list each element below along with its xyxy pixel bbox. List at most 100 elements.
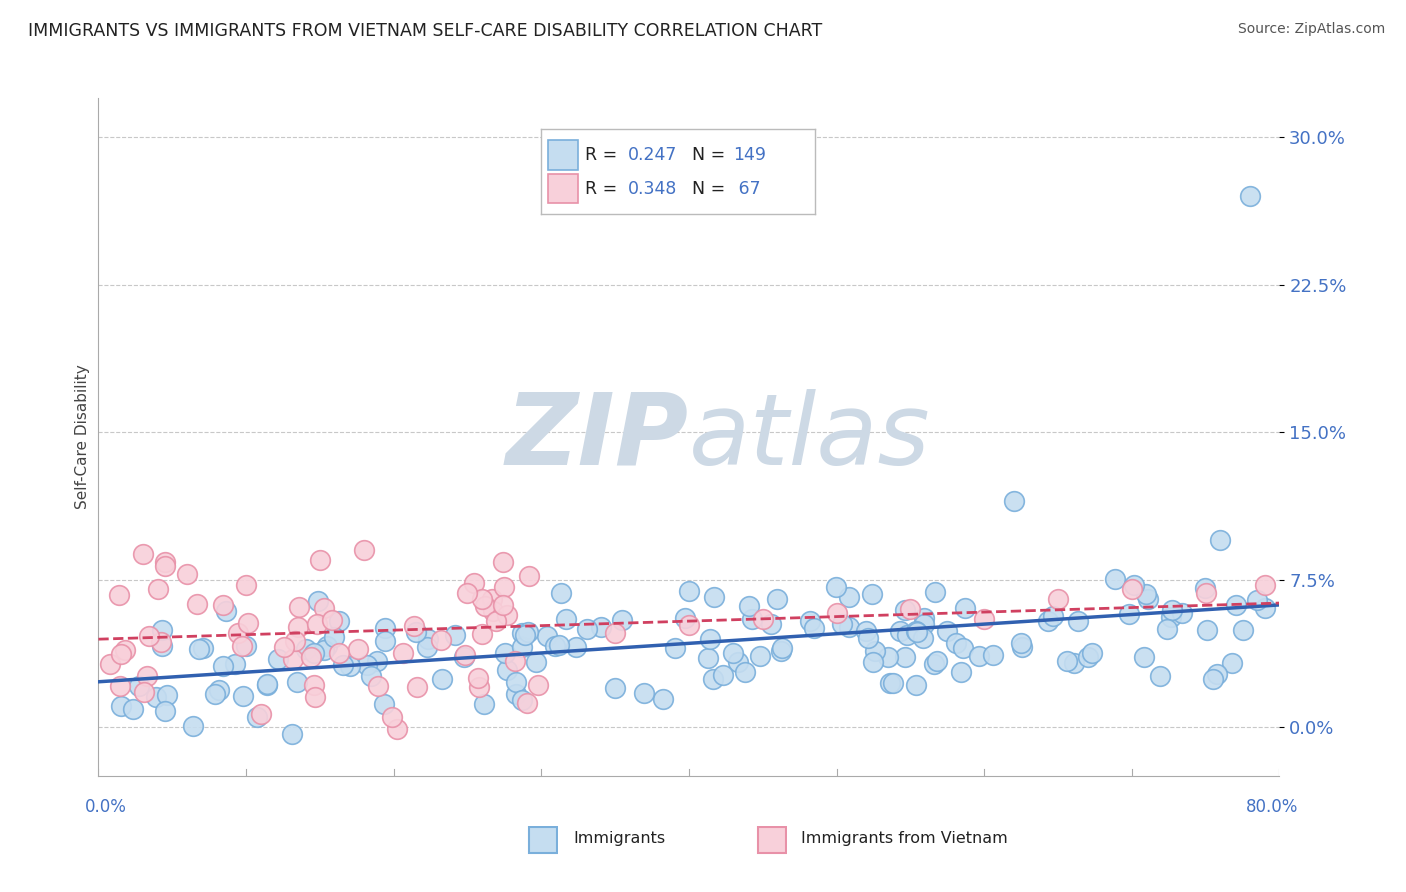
Point xyxy=(246,710,269,724)
Point xyxy=(1156,622,1178,636)
Point xyxy=(467,671,489,685)
Point xyxy=(128,679,150,693)
Point xyxy=(494,580,516,594)
Point xyxy=(862,655,884,669)
Point xyxy=(1056,654,1078,668)
Point xyxy=(512,626,534,640)
Point xyxy=(474,698,496,712)
Point xyxy=(287,675,309,690)
Point xyxy=(904,624,927,638)
Point xyxy=(879,676,901,690)
Point xyxy=(905,678,928,692)
Point xyxy=(392,646,415,660)
Point xyxy=(1232,623,1254,637)
Point xyxy=(136,669,159,683)
Point xyxy=(110,698,132,713)
Point xyxy=(467,681,489,695)
FancyBboxPatch shape xyxy=(548,140,578,169)
Point xyxy=(752,612,775,626)
Text: 149: 149 xyxy=(734,145,766,164)
Y-axis label: Self-Care Disability: Self-Care Disability xyxy=(75,365,90,509)
Point xyxy=(402,619,425,633)
Point xyxy=(1135,587,1157,601)
Point xyxy=(304,690,326,704)
Point xyxy=(925,654,948,668)
Point xyxy=(266,652,288,666)
Point xyxy=(432,672,454,686)
FancyBboxPatch shape xyxy=(758,828,786,853)
Point xyxy=(765,592,787,607)
Point xyxy=(226,625,249,640)
Point xyxy=(474,599,496,613)
Point xyxy=(430,633,453,648)
Point xyxy=(215,603,238,617)
Point xyxy=(1121,582,1143,597)
Point xyxy=(1170,606,1192,620)
Point xyxy=(176,566,198,581)
Point xyxy=(98,657,121,671)
Point xyxy=(900,602,922,616)
Point xyxy=(678,583,700,598)
Point xyxy=(973,612,995,626)
Text: N =: N = xyxy=(692,145,731,164)
Point xyxy=(381,709,404,723)
Point xyxy=(471,592,494,607)
Point xyxy=(515,628,537,642)
Text: Immigrants from Vietnam: Immigrants from Vietnam xyxy=(801,831,1008,846)
Point xyxy=(1042,609,1064,624)
Point xyxy=(894,603,917,617)
Point xyxy=(896,628,918,642)
Point xyxy=(312,642,335,657)
Point xyxy=(1195,623,1218,637)
Point xyxy=(149,635,172,649)
Point xyxy=(894,650,917,665)
Point xyxy=(110,679,132,693)
Point xyxy=(749,649,772,664)
Point xyxy=(463,576,485,591)
Point xyxy=(366,654,388,668)
Text: Source: ZipAtlas.com: Source: ZipAtlas.com xyxy=(1237,22,1385,37)
Point xyxy=(416,632,439,647)
Point xyxy=(232,689,254,703)
Point xyxy=(610,613,633,627)
Point xyxy=(367,679,389,693)
Point xyxy=(416,640,439,654)
Point xyxy=(1118,607,1140,621)
Point xyxy=(860,586,883,600)
Point xyxy=(193,640,215,655)
Point xyxy=(328,614,350,628)
Point xyxy=(699,632,721,647)
Point xyxy=(374,634,396,648)
Point xyxy=(652,691,675,706)
Point xyxy=(1239,189,1261,203)
Point xyxy=(309,553,332,567)
Point xyxy=(1104,572,1126,586)
Point xyxy=(256,676,278,690)
Point xyxy=(256,678,278,692)
Point xyxy=(287,620,309,634)
Point xyxy=(482,604,505,618)
Text: 80.0%: 80.0% xyxy=(1246,798,1299,816)
Point xyxy=(936,624,959,638)
Point xyxy=(235,578,257,592)
Point xyxy=(831,616,853,631)
Point xyxy=(443,628,465,642)
Point xyxy=(713,668,735,682)
Point xyxy=(132,547,155,561)
Point xyxy=(769,644,792,658)
Point xyxy=(373,697,395,711)
Point xyxy=(633,686,655,700)
FancyBboxPatch shape xyxy=(548,174,578,203)
Point xyxy=(952,640,974,655)
Point xyxy=(1133,650,1156,665)
Point xyxy=(153,555,176,569)
Point xyxy=(208,683,231,698)
Point xyxy=(510,640,533,654)
Point xyxy=(495,607,517,622)
Point xyxy=(295,642,318,657)
Point xyxy=(1063,657,1085,671)
Point xyxy=(1206,667,1229,681)
Point xyxy=(181,719,204,733)
Text: 0.247: 0.247 xyxy=(627,145,678,164)
Point xyxy=(889,624,911,639)
